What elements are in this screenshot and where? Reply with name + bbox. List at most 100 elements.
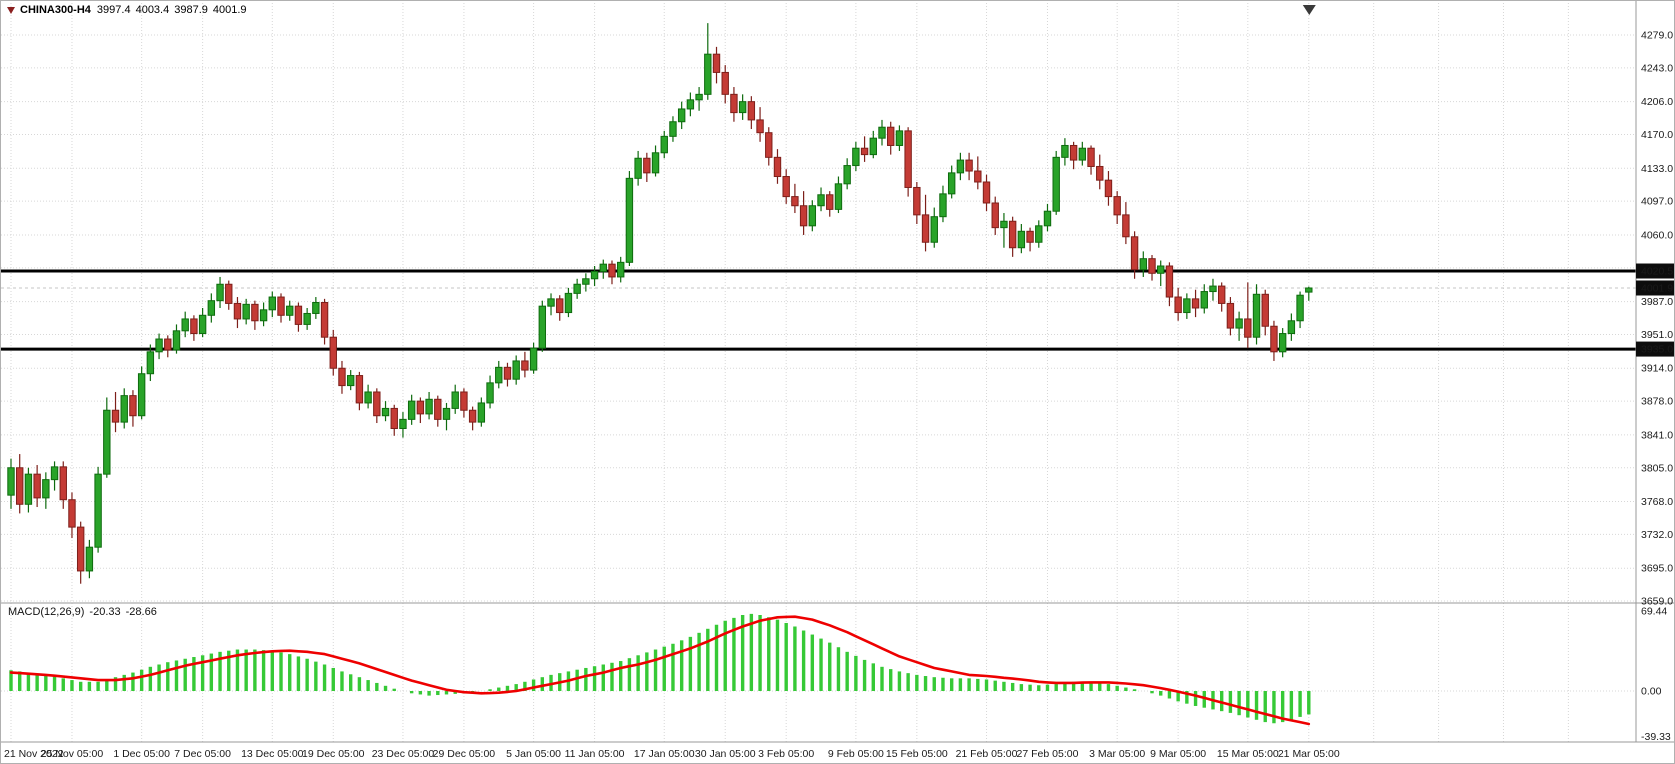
candle-body [1200,291,1208,309]
time-axis-label: 11 Jan 05:00 [565,748,625,760]
candle-body [364,391,372,404]
candle-body [860,147,869,156]
high-value: 4003.4 [135,4,170,16]
candle-body [111,409,120,423]
candle-body [1113,196,1121,216]
price-tag-bg [1636,263,1674,279]
candle-body [599,263,607,272]
candle-body [808,205,817,227]
candle-body [982,181,991,204]
time-axis-label: 30 Jan 05:00 [695,748,756,760]
candle-body [547,298,555,307]
time-axis-label: 21 Nov 2022 [4,748,64,760]
candle-body [947,172,956,195]
candle-body [1296,294,1304,322]
candle-body [1209,285,1217,293]
price-axis-label: 3768.0 [1641,496,1673,508]
candle-body [1096,165,1104,181]
candle-body [921,214,930,243]
candle-body [59,466,67,501]
candle-body [721,71,729,95]
candle-body [521,360,529,371]
candle-body [468,409,477,423]
candle-body [242,303,250,320]
candle-body [207,300,216,316]
candle-body [416,400,425,415]
candle-body [1191,298,1200,309]
candle-body [1130,236,1139,271]
candle-body [1017,230,1026,249]
price-tag-label: 4020.5 [1641,266,1673,278]
candle-body [791,196,799,207]
price-tag-bg [1636,280,1674,296]
candle-body [425,398,433,415]
candle-body [730,93,738,114]
candle-body [16,467,24,505]
price-axis-label: 3695.0 [1641,563,1673,575]
candle-body [1287,320,1296,335]
candle-body [747,101,756,121]
candle-body [7,467,15,496]
candle-body [939,193,947,218]
open-value: 3997.4 [96,4,131,16]
candle-body [338,367,346,387]
candle-body [826,194,834,210]
candle-body [852,147,860,167]
time-axis-label: 15 Feb 05:00 [886,748,948,760]
grid-layer [1,3,1636,742]
candle-body [277,296,285,316]
candle-body [251,303,259,322]
candle-body [85,546,94,572]
price-axis-label: 3951.0 [1641,329,1673,341]
candle-body [564,292,573,314]
price-axis-label: 4243.0 [1641,62,1673,74]
candle-body [625,177,634,263]
candle-body [1000,220,1008,229]
candle-body [660,135,668,154]
macd-histogram-layer [9,613,1311,724]
candle-body [704,53,712,95]
candle-body [956,159,965,174]
candle-body [1043,210,1052,227]
candle-body [1148,258,1156,274]
candle-body [1069,144,1078,161]
candle-body [294,305,303,325]
candle-body [486,382,494,404]
candle-body [765,132,773,158]
price-axis[interactable]: 4279.0 4243.0 4206.0 4170.0 4133.0 4097.0 4060… [1641,30,1673,743]
candle-body [1139,258,1147,271]
time-axis-label: 21 Feb 05:00 [956,748,1018,760]
candle-body [1087,147,1095,167]
price-tag: 3935.0 [1636,341,1674,357]
candle-body [381,407,390,417]
price-axis-label: 3805.0 [1641,462,1673,474]
candle-body [268,296,277,311]
time-axis-label: 5 Jan 05:00 [506,748,561,760]
candle-body [1235,318,1243,329]
candle-body [965,159,973,172]
candle-body [1305,287,1313,293]
price-axis-label: 3841.0 [1641,429,1673,441]
candle-body [878,126,886,139]
time-axis-label: 9 Feb 05:00 [828,748,884,760]
candle-body [1244,318,1252,338]
shift-marker-icon[interactable] [1302,5,1316,15]
candle-body [782,176,790,198]
candle-body [259,309,268,322]
candle-body [233,302,242,320]
time-axis-label: 19 Dec 05:00 [302,748,365,760]
candle-body [1157,265,1165,274]
candle-body [137,373,146,417]
price-tag-label: 3935.0 [1641,344,1673,356]
candle-body [172,330,181,351]
candle-body [329,336,337,369]
candle-body [738,101,747,114]
price-axis-label: 4279.0 [1641,30,1673,42]
macd-name: MACD(12,26,9) [8,606,85,618]
candle-body [1226,302,1235,329]
candle-body [346,375,355,387]
candle-body [164,338,172,351]
candle-body [1252,293,1261,338]
